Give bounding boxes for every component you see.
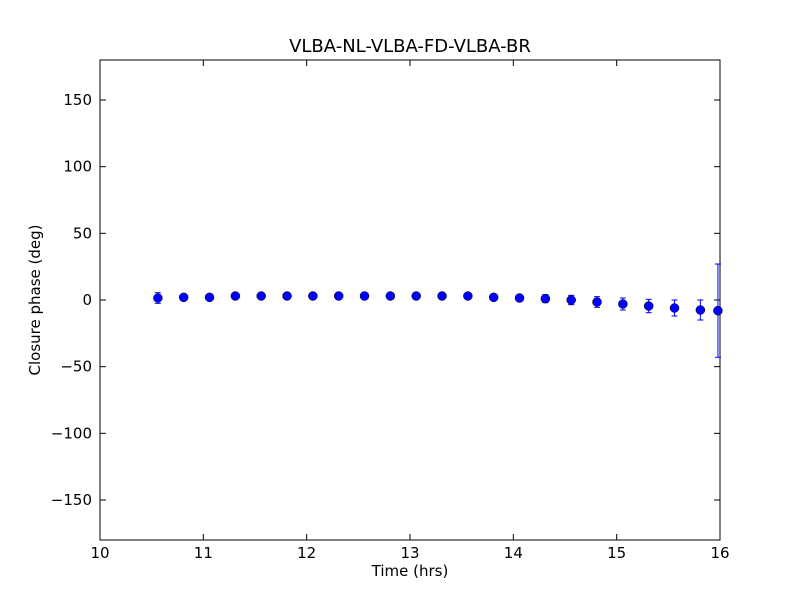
y-tick-label: 100: [63, 158, 92, 176]
data-point: [256, 291, 266, 301]
data-point: [308, 291, 318, 301]
plot-frame: [99, 59, 721, 541]
x-tick-label: 13: [400, 544, 419, 562]
data-point: [488, 292, 499, 303]
data-point: [411, 291, 421, 301]
x-axis-label: Time (hrs): [371, 562, 449, 580]
data-point: [204, 292, 215, 303]
data-point: [643, 301, 654, 311]
x-tick-label: 16: [710, 544, 729, 562]
data-point: [153, 293, 163, 303]
y-tick-label: 50: [73, 224, 92, 242]
y-tick-label: −100: [51, 424, 92, 442]
data-point: [514, 293, 525, 303]
x-tick-label: 14: [504, 544, 523, 562]
y-tick-label: −150: [51, 491, 92, 509]
data-point: [713, 305, 723, 316]
x-tick-label: 10: [90, 544, 109, 562]
data-point: [282, 291, 292, 301]
chart-title: VLBA-NL-VLBA-FD-VLBA-BR: [289, 36, 531, 57]
data-point: [385, 291, 396, 301]
y-tick-label: 150: [63, 91, 92, 109]
data-point: [695, 305, 706, 315]
data-point: [669, 303, 680, 313]
x-tick-label: 12: [297, 544, 316, 562]
data-point: [463, 291, 473, 301]
data-point: [437, 291, 447, 301]
data-point: [618, 299, 628, 309]
y-tick-label: 0: [82, 291, 92, 309]
x-tick-label: 11: [194, 544, 213, 562]
x-tick-label: 15: [607, 544, 626, 562]
data-point: [566, 295, 576, 305]
data-point: [230, 291, 241, 301]
data-point: [333, 291, 344, 301]
data-point: [540, 293, 551, 304]
y-axis-label: Closure phase (deg): [26, 225, 44, 376]
data-point: [178, 292, 189, 303]
data-point: [592, 297, 602, 307]
data-point: [359, 291, 370, 301]
y-tick-label: −50: [60, 358, 92, 376]
